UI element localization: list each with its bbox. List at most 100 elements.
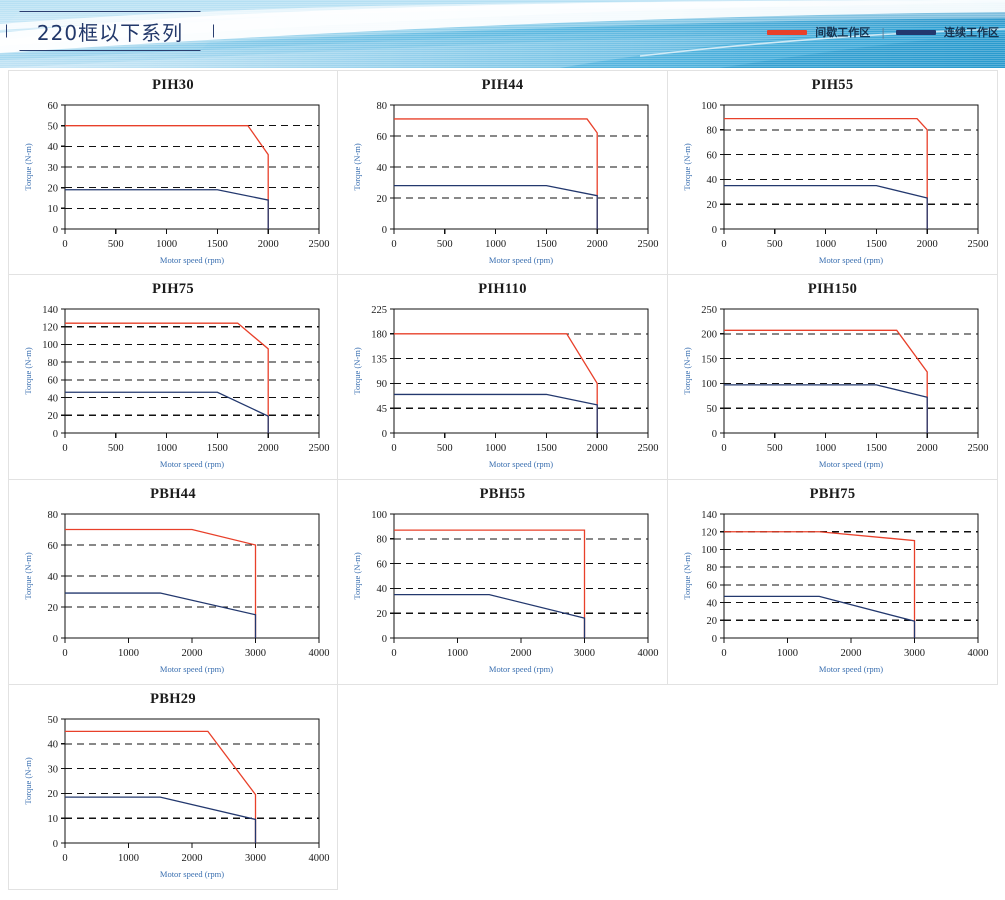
- svg-text:20: 20: [48, 183, 59, 194]
- svg-text:100: 100: [701, 379, 717, 390]
- svg-text:30: 30: [48, 764, 59, 775]
- svg-text:1000: 1000: [815, 443, 836, 454]
- svg-text:500: 500: [437, 443, 453, 454]
- chart-cell-empty: [668, 685, 998, 890]
- series-line: [724, 384, 928, 433]
- svg-text:20: 20: [377, 609, 388, 620]
- svg-text:0: 0: [53, 225, 58, 236]
- svg-text:1500: 1500: [207, 239, 228, 250]
- svg-text:150: 150: [701, 354, 717, 365]
- y-axis-title: Torque (N-m): [352, 347, 362, 394]
- svg-text:0: 0: [712, 429, 717, 440]
- svg-text:2000: 2000: [917, 443, 938, 454]
- chart-title: PIH150: [807, 281, 858, 297]
- svg-text:80: 80: [48, 510, 59, 521]
- plot-area: 0 20 40 60 80 0 500 1000 1500 2000 2500 Motor speed…: [338, 93, 668, 271]
- svg-text:0: 0: [53, 429, 58, 440]
- plot-area: 0 20 40 60 80 100 0 500 1000 1500 2000 2500 Motor sp…: [668, 93, 998, 271]
- svg-text:20: 20: [707, 200, 718, 211]
- series-line: [724, 531, 916, 638]
- svg-text:0: 0: [391, 443, 396, 454]
- chart-cell-pbh29: PBH29 0 10 20 30 40 50 0 1000 2000 3000 4000 Motor s…: [8, 685, 338, 890]
- series-line: [65, 796, 257, 843]
- x-axis-title: Motor speed (rpm): [160, 255, 224, 265]
- svg-text:0: 0: [721, 443, 726, 454]
- plot-area: 0 10 20 30 40 50 60 0 500 1000 1500 2000 2500 Motor s…: [9, 93, 339, 271]
- svg-text:60: 60: [707, 581, 718, 592]
- svg-text:500: 500: [767, 443, 783, 454]
- chart-cell-pbh55: PBH55 0 20 40 60 80 100 0 1000 2000 3000 4000 Motor …: [338, 480, 668, 685]
- svg-text:80: 80: [377, 535, 388, 546]
- y-axis-title: Torque (N-m): [23, 757, 33, 804]
- svg-text:1000: 1000: [815, 239, 836, 250]
- chart-title: PBH44: [150, 486, 196, 502]
- plot-area: 0 20 40 60 80 100 120 140 0 1000 2000 3000 4000 Motor…: [668, 502, 998, 680]
- svg-text:50: 50: [707, 404, 718, 415]
- svg-text:2000: 2000: [587, 443, 608, 454]
- series-line: [394, 529, 586, 638]
- svg-text:45: 45: [377, 404, 388, 415]
- svg-text:4000: 4000: [968, 648, 989, 659]
- svg-text:0: 0: [382, 429, 387, 440]
- svg-text:50: 50: [48, 715, 59, 726]
- svg-text:1000: 1000: [118, 648, 139, 659]
- x-axis-title: Motor speed (rpm): [160, 869, 224, 879]
- svg-text:1000: 1000: [156, 443, 177, 454]
- svg-text:80: 80: [707, 563, 718, 574]
- svg-text:135: 135: [371, 354, 387, 365]
- header-wave-graphic: [0, 0, 1005, 68]
- badge-title-text: 220框以下系列: [36, 20, 184, 45]
- svg-text:40: 40: [377, 584, 388, 595]
- series-line: [724, 117, 928, 229]
- series-line: [394, 393, 598, 433]
- chart-grid: PIH30 0 10 20 30 40 50 60 0 500 1000 1500 2000 2500 Mo…: [8, 70, 998, 890]
- svg-text:4000: 4000: [309, 648, 330, 659]
- svg-text:100: 100: [42, 340, 58, 351]
- svg-text:500: 500: [108, 443, 124, 454]
- chart-cell-pbh44: PBH44 0 20 40 60 80 0 1000 2000 3000 4000 Motor spe…: [8, 480, 338, 685]
- svg-text:0: 0: [53, 839, 58, 850]
- svg-text:1000: 1000: [485, 239, 506, 250]
- plot-area: 0 20 40 60 80 100 120 140 0 500 1000 1500 2000 2500 Mo…: [9, 297, 339, 475]
- y-axis-title: Torque (N-m): [682, 143, 692, 190]
- chart-title: PIH55: [811, 77, 854, 93]
- svg-text:40: 40: [48, 393, 59, 404]
- svg-text:2000: 2000: [917, 239, 938, 250]
- plot-area: 0 20 40 60 80 100 0 1000 2000 3000 4000 Motor speed…: [338, 502, 668, 680]
- svg-text:1500: 1500: [536, 443, 557, 454]
- series-line: [394, 184, 598, 229]
- chart-title: PBH75: [809, 486, 856, 502]
- svg-text:2000: 2000: [182, 648, 203, 659]
- svg-text:0: 0: [62, 239, 67, 250]
- series-line: [65, 592, 257, 638]
- series-line: [65, 730, 257, 843]
- svg-text:0: 0: [721, 239, 726, 250]
- series-line: [65, 528, 257, 638]
- svg-text:2000: 2000: [841, 648, 862, 659]
- series-line: [65, 125, 269, 229]
- svg-text:20: 20: [48, 603, 59, 614]
- y-axis-title: Torque (N-m): [352, 552, 362, 599]
- svg-text:0: 0: [53, 634, 58, 645]
- chart-cell-pih44: PIH44 0 20 40 60 80 0 500 1000 1500 2000 2500 Motor …: [338, 70, 668, 275]
- svg-text:2000: 2000: [182, 853, 203, 864]
- y-axis-title: Torque (N-m): [23, 347, 33, 394]
- svg-text:50: 50: [48, 121, 59, 132]
- plot-area: 0 10 20 30 40 50 0 1000 2000 3000 4000 Motor speed …: [9, 707, 339, 885]
- svg-text:500: 500: [108, 239, 124, 250]
- series-line: [65, 189, 269, 229]
- y-axis-title: Torque (N-m): [23, 552, 33, 599]
- svg-text:2500: 2500: [638, 239, 659, 250]
- svg-text:0: 0: [62, 648, 67, 659]
- svg-text:140: 140: [42, 305, 58, 316]
- svg-text:60: 60: [48, 376, 59, 387]
- chart-legend: 间歇工作区 | 连续工作区: [767, 24, 999, 40]
- chart-cell-pbh75: PBH75 0 20 40 60 80 100 120 140 0 1000 2000 3000 4000…: [668, 480, 998, 685]
- chart-title: PBH29: [150, 691, 196, 707]
- svg-text:0: 0: [62, 443, 67, 454]
- svg-text:225: 225: [371, 305, 387, 316]
- y-axis-title: Torque (N-m): [23, 143, 33, 190]
- series-line: [65, 322, 269, 433]
- chart-title: PBH55: [479, 486, 526, 502]
- svg-text:2500: 2500: [968, 443, 989, 454]
